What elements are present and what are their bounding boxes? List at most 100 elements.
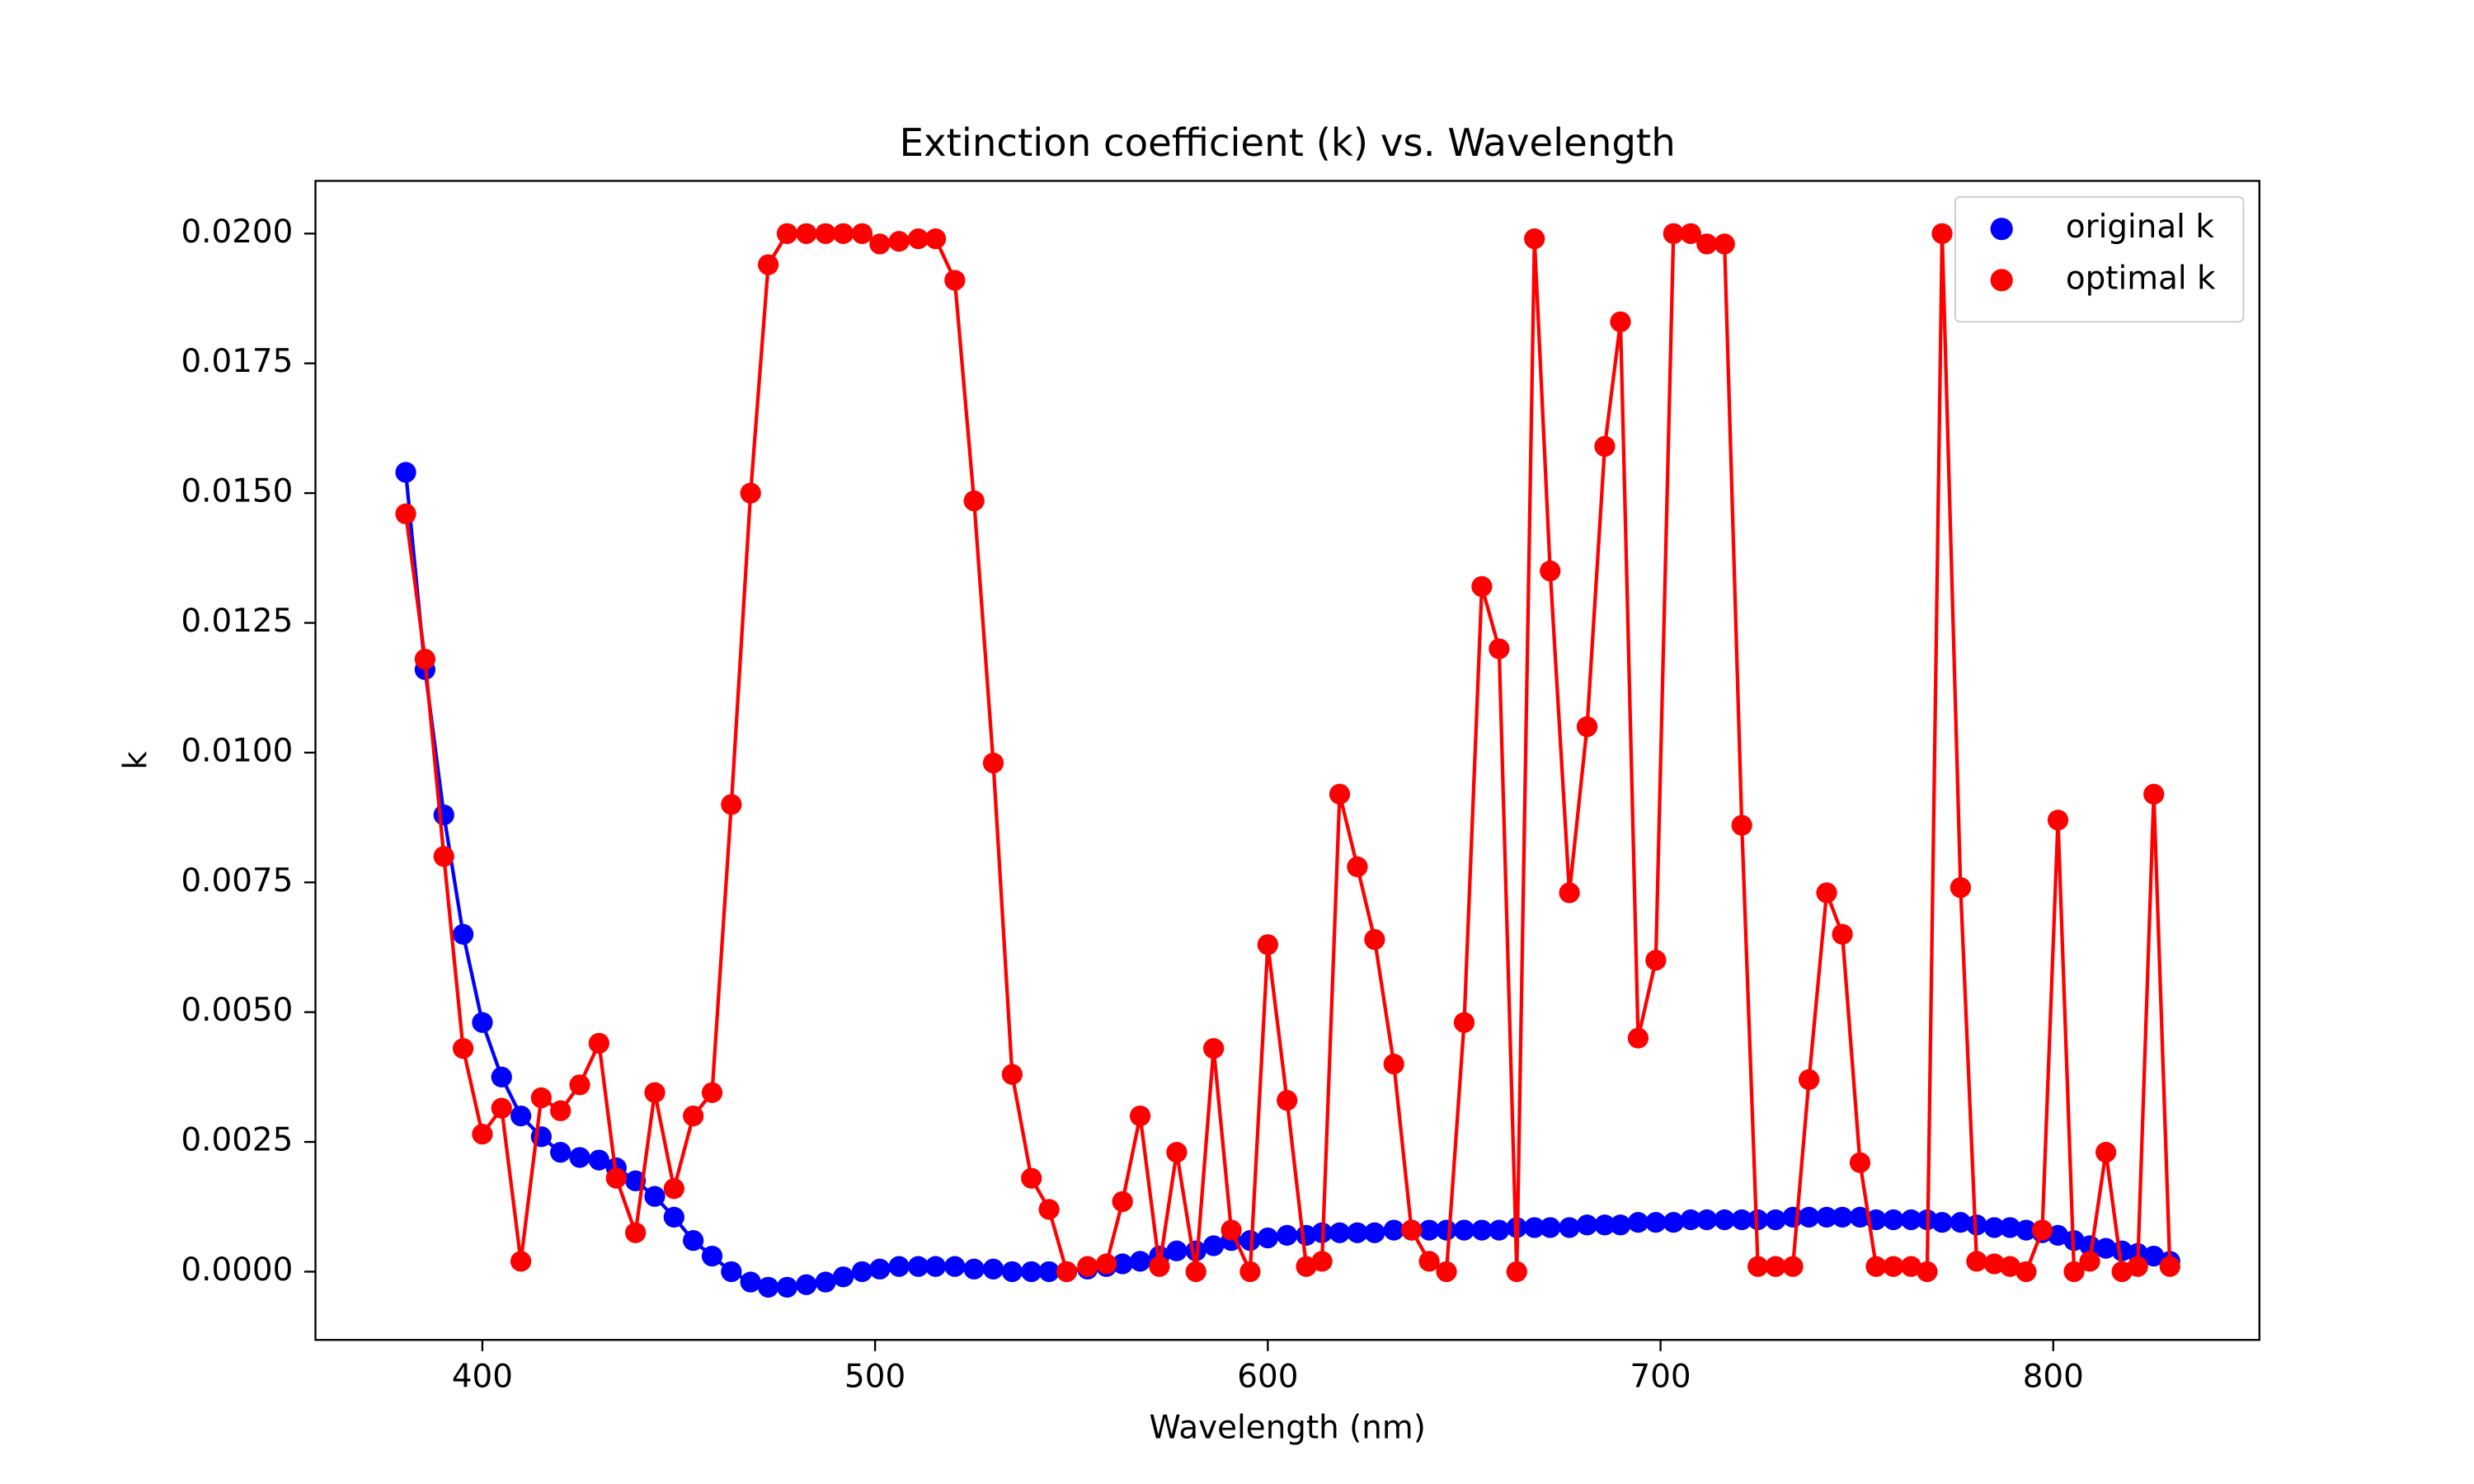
data-point (1096, 1253, 1117, 1275)
data-point (796, 223, 817, 244)
data-point (1129, 1251, 1151, 1272)
data-point (888, 1256, 910, 1277)
data-point (2095, 1237, 2117, 1259)
data-point (569, 1147, 590, 1168)
data-point (644, 1186, 666, 1207)
data-point (869, 1258, 891, 1280)
data-point (2079, 1235, 2100, 1256)
data-point (924, 228, 947, 250)
data-point (395, 503, 416, 524)
data-point (701, 1082, 723, 1103)
data-point (1453, 1219, 1475, 1241)
data-point (1627, 1027, 1649, 1049)
data-point (796, 1274, 817, 1295)
x-tick-label: 800 (2023, 1358, 2084, 1395)
data-point (1663, 1212, 1684, 1233)
data-point (2047, 810, 2069, 831)
data-point (2063, 1261, 2085, 1283)
data-point (1594, 1214, 1616, 1236)
data-point (1383, 1054, 1404, 1075)
data-point (1731, 1209, 1752, 1231)
data-point (1471, 1219, 1493, 1241)
data-point (1418, 1219, 1440, 1241)
data-point (721, 1261, 742, 1283)
data-point (963, 1258, 985, 1280)
data-point (1524, 228, 1545, 250)
data-point (2031, 1219, 2053, 1241)
x-axis-label: Wavelength (nm) (1149, 1409, 1425, 1446)
data-point (472, 1012, 493, 1033)
data-point (1077, 1256, 1098, 1277)
data-point (1576, 1214, 1598, 1236)
data-point (2143, 1245, 2165, 1267)
data-point (1798, 1206, 1820, 1228)
y-axis-label: k (117, 751, 154, 770)
data-point (1185, 1261, 1206, 1283)
data-point (1849, 1152, 1871, 1173)
data-point (433, 804, 454, 826)
data-point (888, 231, 910, 252)
data-point (1931, 1212, 1953, 1233)
data-point (1576, 716, 1598, 738)
data-point (1436, 1261, 1457, 1283)
data-point (569, 1074, 590, 1096)
y-tick-label: 0.0050 (181, 992, 293, 1029)
x-tick-label: 400 (452, 1358, 513, 1395)
data-point (1239, 1261, 1261, 1283)
data-point (1950, 876, 1972, 899)
data-point (1983, 1253, 2005, 1275)
data-point (982, 1258, 1004, 1280)
data-point (832, 1266, 854, 1288)
data-point (776, 1276, 798, 1298)
data-point (1418, 1251, 1440, 1272)
data-point (1112, 1190, 1133, 1213)
data-point (1883, 1256, 1904, 1277)
y-tick-label: 0.0150 (181, 473, 293, 510)
data-point (1816, 882, 1837, 904)
data-point (2015, 1219, 2037, 1241)
data-point (588, 1149, 609, 1171)
data-point (1277, 1090, 1298, 1111)
data-point (1680, 223, 1701, 244)
data-point (1832, 923, 1853, 945)
data-point (1645, 1212, 1667, 1233)
data-point (944, 270, 966, 291)
data-point (683, 1230, 704, 1252)
data-point (1594, 435, 1616, 458)
data-point (2143, 783, 2165, 805)
data-point (1038, 1261, 1060, 1283)
data-point (1038, 1199, 1060, 1220)
data-point (1610, 1214, 1631, 1236)
data-point (683, 1105, 704, 1127)
data-point (2127, 1256, 2148, 1277)
data-point (1540, 560, 1561, 582)
data-point (1966, 1251, 1987, 1272)
data-point (1714, 1209, 1735, 1231)
x-tick-label: 700 (1630, 1358, 1691, 1395)
data-point (1731, 815, 1752, 836)
data-point (1917, 1261, 1938, 1283)
y-tick-label: 0.0075 (181, 862, 293, 899)
data-point (1436, 1219, 1457, 1241)
chart-title: Extinction coefficient (k) vs. Wavelengt… (900, 120, 1676, 165)
data-point (1559, 1217, 1580, 1238)
data-point (1524, 1217, 1545, 1238)
data-point (2159, 1256, 2180, 1277)
data-point (1364, 928, 1385, 951)
y-tick-label: 0.0000 (181, 1252, 293, 1289)
y-tick-label: 0.0125 (181, 603, 293, 640)
data-point (1865, 1256, 1887, 1277)
data-point (944, 1256, 966, 1277)
data-point (550, 1142, 571, 1163)
data-point (1540, 1217, 1561, 1238)
legend-marker (1990, 269, 2013, 292)
data-point (1112, 1253, 1133, 1275)
data-point (1506, 1261, 1527, 1283)
y-tick-label: 0.0200 (181, 214, 293, 251)
data-point (1489, 638, 1510, 660)
data-point (2079, 1251, 2100, 1272)
data-point (1296, 1256, 1317, 1277)
data-point (1149, 1256, 1170, 1277)
data-point (1221, 1219, 1242, 1241)
